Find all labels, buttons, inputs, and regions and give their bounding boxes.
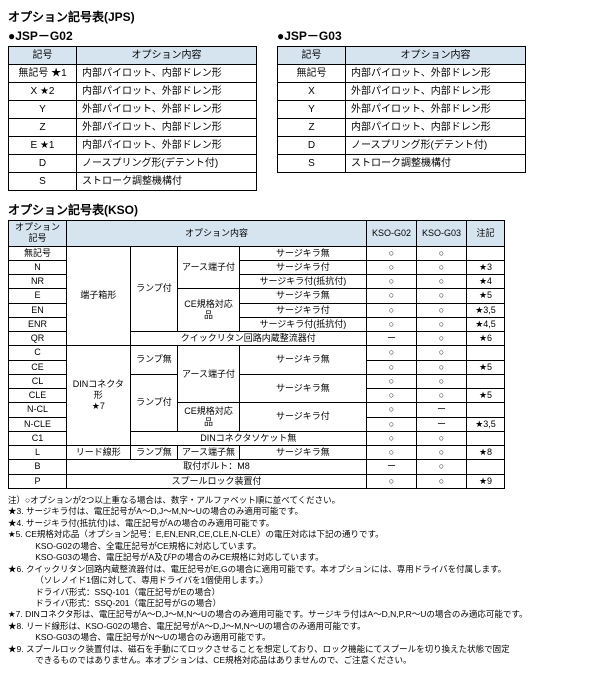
note-line: ★7. DINコネクタ形は、電圧記号がA～D,J～M,N～Uの場合のみ適用可能で… bbox=[8, 609, 592, 620]
table-row: Sストローク調整機構付 bbox=[9, 173, 257, 191]
jps-g02-section: ●JSP－G02 記号 オプション内容 無記号 ★1内部パイロット、内部ドレン形… bbox=[8, 27, 257, 191]
kso-section: オプション記号表(KSO) オプション記号 オプション内容 KSO-G02 KS… bbox=[8, 201, 592, 489]
table-row: Z内部パイロット、内部ドレン形 bbox=[278, 119, 526, 137]
note-line: ★3. サージキラ付は、電圧記号がA～D,J～M,N～Uの場合のみ適用可能です。 bbox=[8, 506, 592, 517]
table-row: P スプールロック装置付 ○○★9 bbox=[9, 474, 505, 488]
kso-heading: オプション記号表(KSO) bbox=[8, 201, 592, 218]
note-line: ★8. リード線形は、KSO-G02の場合、電圧記号がA～D,J～M,N～Uの場… bbox=[8, 621, 592, 632]
jps-heading: オプション記号表(JPS) bbox=[8, 8, 592, 25]
table-row: Y外部パイロット、外部ドレン形 bbox=[9, 101, 257, 119]
note-line: ドライバ形式：SSQ-101（電圧記号がEの場合） bbox=[8, 587, 592, 598]
table-row: E ★1内部パイロット、外部ドレン形 bbox=[9, 137, 257, 155]
jps-g03-label: ●JSP－G03 bbox=[277, 27, 526, 44]
table-row: Dノースプリング形(デテント付) bbox=[278, 137, 526, 155]
note-line: （ソレノイド1個に対して、専用ドライバを1個使用します。） bbox=[8, 575, 592, 586]
th-kigou: 記号 bbox=[278, 47, 346, 65]
table-row: L リード線形 ランプ無 アース端子無 サージキラ無 ○○★8 bbox=[9, 446, 505, 460]
th-naiyou: オプション内容 bbox=[346, 47, 526, 65]
table-row: Y外部パイロット、外部ドレン形 bbox=[278, 101, 526, 119]
kso-table: オプション記号 オプション内容 KSO-G02 KSO-G03 注記 無記号 端… bbox=[8, 220, 505, 489]
table-row: Sストローク調整機構付 bbox=[278, 155, 526, 173]
table-row: Z外部パイロット、内部ドレン形 bbox=[9, 119, 257, 137]
note-line: 注）○オプションが2つ以上重なる場合は、数字・アルファベット順に並べてください。 bbox=[8, 495, 592, 506]
table-row: B 取付ボルト：M8 ー○ bbox=[9, 460, 505, 474]
note-line: ★9. スプールロック装置付は、磁石を手動にてロックさせることを想定しており、ロ… bbox=[8, 644, 592, 655]
note-line: ★4. サージキラ付(抵抗付)は、電圧記号がAの場合のみ適用可能です。 bbox=[8, 518, 592, 529]
note-line: ★6. クイックリタン回路内蔵整流器付は、電圧記号がE,Gの場合に適用可能です。… bbox=[8, 564, 592, 575]
table-row: Dノースプリング形(デテント付) bbox=[9, 155, 257, 173]
note-line: KSO-G03の場合、電圧記号がN～Uの場合のみ適用可能です。 bbox=[8, 632, 592, 643]
jps-g02-label: ●JSP－G02 bbox=[8, 27, 257, 44]
note-line: ★5. CE規格対応品（オプション記号：E,EN,ENR,CE,CLE,N-CL… bbox=[8, 529, 592, 540]
note-line: KSO-G03の場合、電圧記号がA及びPの場合のみCE規格に対応しています。 bbox=[8, 552, 592, 563]
th-naiyou: オプション内容 bbox=[77, 47, 257, 65]
jps-g03-section: ●JSP－G03 記号 オプション内容 無記号内部パイロット、外部ドレン形 X外… bbox=[277, 27, 526, 191]
th-chuki: 注記 bbox=[467, 221, 505, 247]
note-line: できるものではありません。本オプションは、CE規格対応品はありませんので、ご注意… bbox=[8, 655, 592, 666]
table-row: 無記号 端子箱形 ランプ付 アース端子付 サージキラ無 ○○ bbox=[9, 246, 505, 260]
th-g02: KSO-G02 bbox=[367, 221, 417, 247]
table-row: X ★2内部パイロット、外部ドレン形 bbox=[9, 83, 257, 101]
th-optkigou: オプション記号 bbox=[9, 221, 67, 247]
table-row: X外部パイロット、内部ドレン形 bbox=[278, 83, 526, 101]
note-line: KSO-G02の場合、全電圧記号がCE規格に対応しています。 bbox=[8, 541, 592, 552]
th-g03: KSO-G03 bbox=[417, 221, 467, 247]
table-row: C DINコネクタ形 ★7 ランプ無 アース端子付 サージキラ無 ○○ bbox=[9, 346, 505, 360]
table-row: 無記号 ★1内部パイロット、内部ドレン形 bbox=[9, 65, 257, 83]
jps-g03-table: 記号 オプション内容 無記号内部パイロット、外部ドレン形 X外部パイロット、内部… bbox=[277, 46, 526, 173]
th-kigou: 記号 bbox=[9, 47, 77, 65]
jps-g02-table: 記号 オプション内容 無記号 ★1内部パイロット、内部ドレン形 X ★2内部パイ… bbox=[8, 46, 257, 191]
jps-tables-row: ●JSP－G02 記号 オプション内容 無記号 ★1内部パイロット、内部ドレン形… bbox=[8, 27, 592, 191]
th-naiyou: オプション内容 bbox=[67, 221, 367, 247]
notes-block: 注）○オプションが2つ以上重なる場合は、数字・アルファベット順に並べてください。… bbox=[8, 495, 592, 667]
table-row: 無記号内部パイロット、外部ドレン形 bbox=[278, 65, 526, 83]
